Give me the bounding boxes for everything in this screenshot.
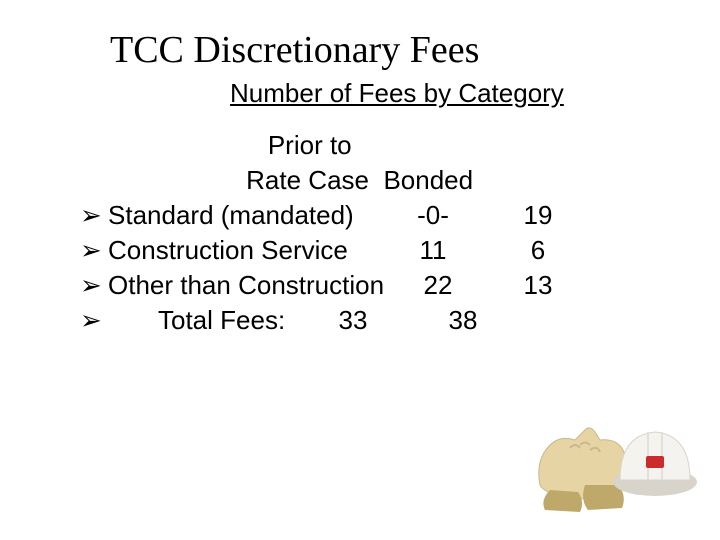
row-standard: ➢ Standard (mandated) -0- 19 [80, 198, 660, 233]
gloves-helmet-illustration [530, 390, 700, 520]
row-prior: -0- [378, 198, 488, 233]
row-bonded: 19 [488, 198, 588, 233]
bullet-icon: ➢ [80, 303, 108, 338]
row-total: ➢ Total Fees: 33 38 [80, 303, 660, 338]
row-bonded: 6 [488, 233, 588, 268]
total-prior: 33 [308, 303, 398, 338]
bullet-icon: ➢ [80, 268, 108, 303]
page-subtitle: Number of Fees by Category [230, 78, 564, 109]
row-label: Construction Service [108, 233, 378, 268]
page-title: TCC Discretionary Fees [110, 28, 479, 72]
row-bonded: 13 [488, 268, 588, 303]
row-construction: ➢ Construction Service 11 6 [80, 233, 660, 268]
row-prior: 11 [378, 233, 488, 268]
row-prior: 22 [388, 268, 488, 303]
row-label: Other than Construction [108, 268, 388, 303]
row-other: ➢ Other than Construction 22 13 [80, 268, 660, 303]
col1-header-line2: Rate Case [246, 165, 369, 195]
header-line-2: Rate Case Bonded [80, 163, 660, 198]
fees-content: Prior to Rate Case Bonded ➢ Standard (ma… [80, 128, 660, 339]
total-label: Total Fees: [158, 303, 308, 338]
total-bonded: 38 [398, 303, 528, 338]
col2-header: Bonded [383, 165, 473, 195]
bullet-icon: ➢ [80, 233, 108, 268]
header-line-1: Prior to [80, 128, 660, 163]
gloves-icon [539, 428, 626, 512]
row-label: Standard (mandated) [108, 198, 378, 233]
hard-hat-icon [613, 432, 697, 496]
bullet-icon: ➢ [80, 198, 108, 233]
col1-header-line1: Prior to [268, 130, 352, 160]
